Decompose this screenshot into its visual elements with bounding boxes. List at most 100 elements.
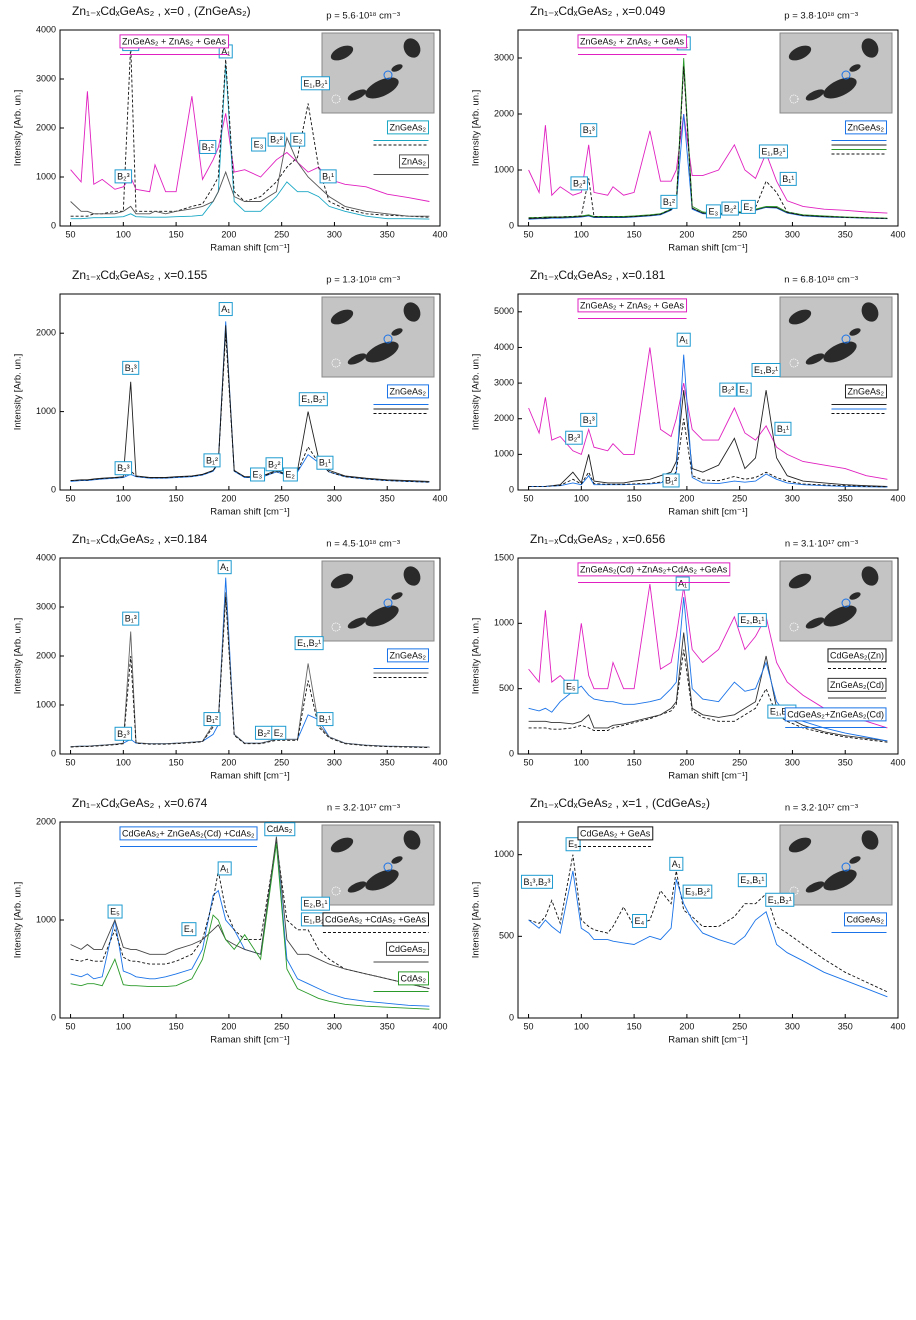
carrier-concentration: n = 3.2·10¹⁷ cm⁻³ <box>785 803 858 814</box>
label-box <box>250 467 266 482</box>
y-axis-label: Intensity [Arb. un.] <box>13 90 24 167</box>
label-box <box>316 455 334 470</box>
label-box <box>122 360 140 375</box>
legend-label: CdGeAs₂ <box>388 944 426 954</box>
peak-label: E₁,B₂¹ <box>303 78 327 88</box>
label-box <box>282 467 298 482</box>
x-axis-label: Raman shift [cm⁻¹] <box>210 1035 289 1046</box>
y-tick-label: 2000 <box>36 122 56 132</box>
x-tick-label: 100 <box>574 1021 589 1031</box>
inset-grain <box>330 573 354 589</box>
panel: Zn₁₋ₓCdₓGeAs₂ , x=0.184 n = 4.5·10¹⁸ cm⁻³… <box>13 532 448 781</box>
inset-grain <box>849 856 861 864</box>
x-tick-label: 50 <box>66 229 76 239</box>
label-box <box>844 120 887 135</box>
label-box <box>577 34 688 49</box>
inset-grain <box>861 302 879 322</box>
x-tick-label: 150 <box>169 1021 184 1031</box>
label-box <box>119 34 230 49</box>
peak-label: A₁ <box>672 859 681 869</box>
x-tick-label: 100 <box>574 229 589 239</box>
inset-spot <box>841 862 851 872</box>
y-tick-label: 0 <box>51 220 56 230</box>
y-axis-label: Intensity [Arb. un.] <box>471 618 482 695</box>
label-box <box>386 384 429 399</box>
label-box <box>520 874 554 889</box>
label-box <box>300 896 330 911</box>
peak-label: A₁ <box>221 46 230 56</box>
spectrum-line <box>70 843 430 1010</box>
peak-label: E₃ <box>253 469 263 479</box>
y-tick-label: 0 <box>509 220 514 230</box>
x-tick-label: 100 <box>116 1021 131 1031</box>
inset-grain <box>861 566 879 586</box>
label-box <box>322 912 429 927</box>
peak-label: B₂² <box>257 728 270 738</box>
x-tick-label: 250 <box>732 1021 747 1031</box>
legend-label: CdAs₂ <box>400 973 426 983</box>
inset-photo <box>321 560 435 642</box>
label-box <box>784 707 887 722</box>
label-box <box>271 725 287 740</box>
legend-label: ZnGeAs₂ + ZnAs₂ + GeAs <box>580 300 685 310</box>
peak-label: B₂² <box>722 385 735 395</box>
peak-label: B₂² <box>270 135 283 145</box>
spectrum-line <box>528 870 888 998</box>
peak-label: E₄ <box>184 924 194 934</box>
label-box <box>203 712 221 727</box>
label-box <box>397 971 429 986</box>
legend-label: CdGeAs₂ <box>846 914 884 924</box>
label-box <box>217 861 232 876</box>
x-tick-label: 250 <box>732 493 747 503</box>
label-box <box>290 132 306 147</box>
spectrum-line <box>70 136 430 217</box>
x-tick-label: 400 <box>890 229 905 239</box>
spectrum-line <box>528 390 888 487</box>
y-tick-label: 0 <box>509 484 514 494</box>
label-box <box>719 382 737 397</box>
y-tick-label: 1000 <box>494 618 514 628</box>
label-box <box>294 636 324 651</box>
panel-title: Zn₁₋ₓCdₓGeAs₂ , x=0.049 <box>530 4 666 18</box>
y-tick-label: 2000 <box>36 650 56 660</box>
legend-label: ZnGeAs₂(Cd) +ZnAs₂+CdAs₂ +GeAs <box>580 564 728 574</box>
peak-label: E₂ <box>739 385 749 395</box>
x-tick-label: 400 <box>432 757 447 767</box>
peak-label: B₁¹ <box>777 424 789 434</box>
x-axis-label: Raman shift [cm⁻¹] <box>668 771 747 782</box>
x-tick-label: 150 <box>169 493 184 503</box>
x-tick-label: 350 <box>838 1021 853 1031</box>
peak-label: A₁ <box>678 579 687 589</box>
peak-label: B₁¹ <box>322 171 334 181</box>
peak-label: B₂³ <box>117 729 130 739</box>
peak-label: B₁² <box>206 455 218 465</box>
label-box <box>682 884 713 899</box>
inset-grain <box>391 592 403 600</box>
label-box <box>563 679 579 694</box>
peak-label: E₃,B₂² <box>685 887 710 897</box>
panel: Zn₁₋ₓCdₓGeAs₂ , x=0.674 n = 3.2·10¹⁷ cm⁻³… <box>13 796 448 1045</box>
y-tick-label: 3000 <box>36 73 56 83</box>
y-tick-label: 500 <box>499 931 514 941</box>
spectrum-line <box>70 841 430 1007</box>
inset-grain <box>805 881 825 893</box>
carrier-concentration: n = 4.5·10¹⁸ cm⁻³ <box>326 539 400 550</box>
x-tick-label: 100 <box>116 757 131 767</box>
inset-grain <box>347 89 367 101</box>
peak-label: E₅ <box>568 839 578 849</box>
label-box <box>114 461 133 476</box>
inset-spot <box>789 622 799 632</box>
x-tick-label: 350 <box>838 757 853 767</box>
peak-label: B₁³ <box>583 125 595 135</box>
peak-label: B₂³ <box>117 171 130 181</box>
peak-label: E₃ <box>708 206 718 216</box>
peak-label: E₃ <box>254 140 264 150</box>
x-axis-label: Raman shift [cm⁻¹] <box>210 507 289 518</box>
x-tick-label: 200 <box>679 493 694 503</box>
x-tick-label: 150 <box>627 757 642 767</box>
peak-label: E₂ <box>293 135 303 145</box>
x-tick-label: 150 <box>627 493 642 503</box>
label-box <box>580 123 598 138</box>
label-box <box>675 576 690 591</box>
peak-label: B₁² <box>663 197 675 207</box>
